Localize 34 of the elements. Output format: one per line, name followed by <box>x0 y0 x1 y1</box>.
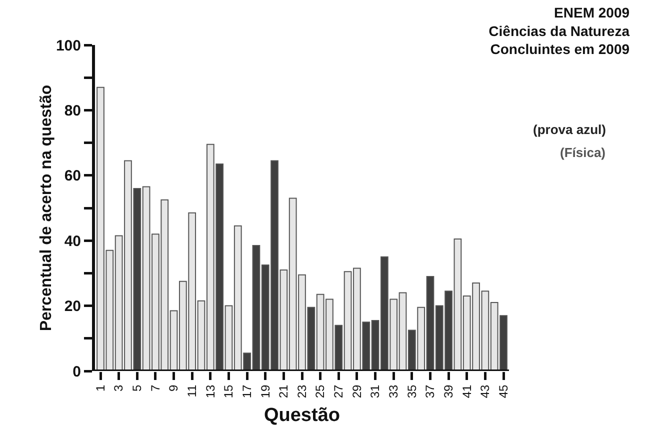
x-tick-label: 39 <box>441 384 456 398</box>
x-tick-label: 17 <box>240 384 254 398</box>
x-tick-label: 41 <box>460 384 474 398</box>
x-tick-label: 21 <box>276 384 291 398</box>
y-tick-label: 100 <box>56 37 81 54</box>
x-tick-label: 29 <box>350 384 364 398</box>
x-tick-label: 27 <box>332 384 346 398</box>
x-tick-label: 31 <box>368 384 382 398</box>
x-tick-label: 5 <box>130 384 144 392</box>
x-axis-title: Questão <box>264 404 340 426</box>
x-tick-label: 19 <box>258 384 272 398</box>
y-axis-title: Percentual de acerto na questão <box>38 84 55 332</box>
x-tick-label: 43 <box>478 384 492 398</box>
y-tick-label: 20 <box>64 298 81 316</box>
text: (prova azul) <box>533 122 606 137</box>
x-tick-label: 35 <box>404 384 419 398</box>
x-tick-label: 23 <box>294 384 309 398</box>
text: (Física) <box>560 145 606 160</box>
x-tick-label: 15 <box>222 384 236 398</box>
x-tick-label: 25 <box>313 384 328 398</box>
x-tick-label: 9 <box>166 384 181 392</box>
text: ENEM 2009 Ciências da Natureza Concluintes em 2009 <box>488 4 630 58</box>
x-tick-label: 45 <box>496 384 510 398</box>
y-tick-label: 40 <box>64 232 81 250</box>
x-tick-label: 37 <box>423 384 438 398</box>
x-tick-label: 13 <box>203 384 218 398</box>
x-tick-label: 33 <box>386 384 400 398</box>
y-tick-label: 0 <box>72 363 81 380</box>
x-tick-label: 1 <box>93 384 108 392</box>
y-tick-label: 60 <box>64 168 81 185</box>
y-tick-label: 80 <box>64 102 81 120</box>
x-tick-label: 11 <box>184 384 199 398</box>
x-tick-label: 3 <box>112 384 126 392</box>
x-tick-label: 7 <box>148 384 162 392</box>
